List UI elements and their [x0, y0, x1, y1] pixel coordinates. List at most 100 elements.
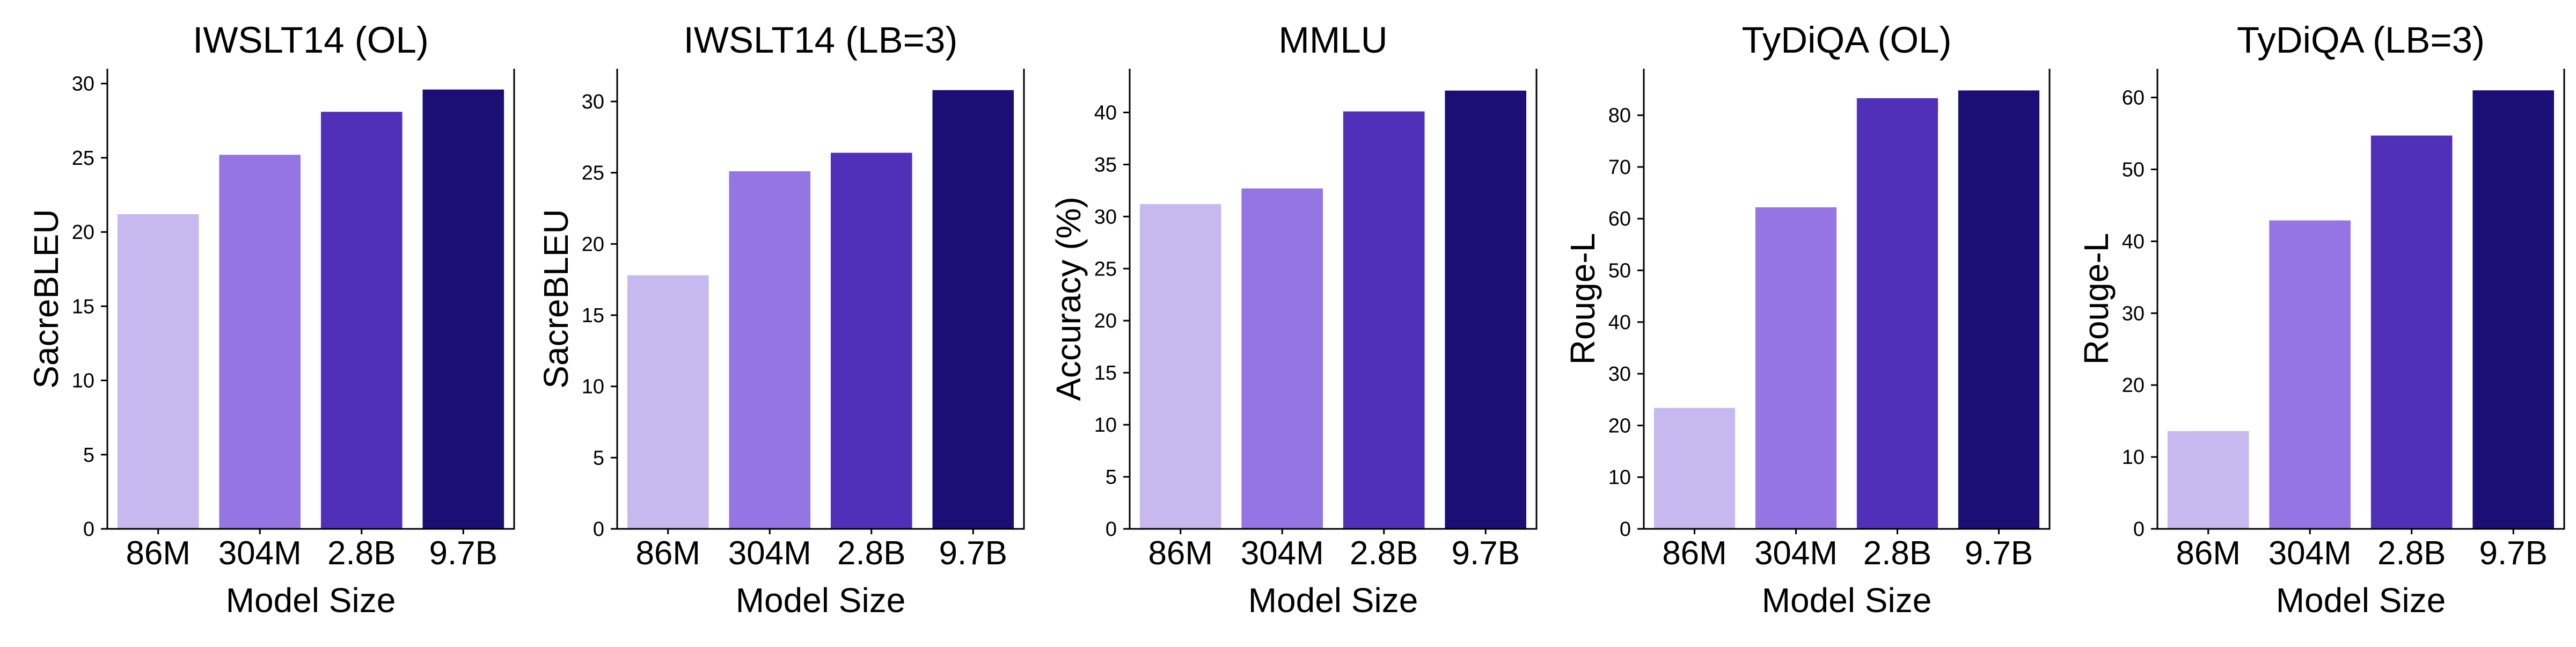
y-tick-label: 50: [2122, 158, 2145, 181]
subplot-2: IWSLT14 (LB=3) 86M 304M 2.8B 9.7B 0 5 10 15 20 25 3…: [537, 19, 1025, 620]
x-tick-label: 304M: [218, 535, 302, 572]
bar-86M: [1139, 204, 1221, 529]
x-axis-label: Model Size: [1762, 581, 1932, 620]
x-tick-label: 86M: [126, 535, 191, 572]
bar-2.8B: [1856, 98, 1938, 529]
x-axis-label: Model Size: [226, 581, 396, 620]
y-tick-label: 20: [72, 221, 94, 244]
x-tick-label: 2.8B: [837, 535, 906, 572]
y-tick-label: 10: [1608, 467, 1631, 489]
chart-title: TyDiQA (LB=3): [2237, 19, 2485, 61]
bar-9.7B: [932, 90, 1014, 529]
subplot-3: MMLU 86M 304M 2.8B 9.7B 0 5 10 15 20 25 30 35 40 Model…: [1049, 19, 1538, 620]
x-tick-label: 2.8B: [2377, 535, 2446, 572]
x-tick-label: 2.8B: [327, 535, 396, 572]
y-tick-label: 30: [1608, 363, 1631, 386]
x-tick-label: 2.8B: [1863, 535, 1932, 572]
bar-86M: [2167, 431, 2249, 529]
x-tick-label: 304M: [728, 535, 811, 572]
bar-304M: [219, 155, 301, 529]
y-tick-label: 10: [1094, 414, 1117, 437]
bar-304M: [1241, 188, 1323, 529]
bar-9.7B: [2472, 90, 2554, 529]
y-tick-label: 25: [1094, 258, 1117, 280]
chart-title: IWSLT14 (OL): [193, 19, 429, 61]
y-tick-label: 20: [582, 233, 604, 256]
y-tick-label: 25: [582, 162, 604, 185]
bar-2.8B: [2370, 135, 2453, 529]
y-axis-label: Accuracy (%): [1049, 197, 1088, 401]
subplot-5: TyDiQA (LB=3) 86M 304M 2.8B 9.7B 0 10 20 30 40 50 6…: [2077, 19, 2565, 620]
bar-304M: [1755, 207, 1837, 529]
y-tick-label: 30: [72, 73, 94, 96]
x-tick-label: 9.7B: [1965, 535, 2033, 572]
bar-304M: [729, 171, 811, 529]
x-tick-label: 86M: [635, 535, 700, 572]
y-tick-label: 30: [582, 91, 604, 113]
y-tick-label: 60: [1608, 208, 1631, 230]
y-tick-label: 15: [72, 295, 94, 318]
bar-9.7B: [422, 89, 504, 529]
y-tick-label: 40: [1094, 101, 1117, 124]
y-axis-label: SacreBLEU: [537, 209, 575, 388]
y-tick-label: 40: [2122, 230, 2145, 253]
y-tick-label: 20: [1608, 415, 1631, 437]
y-tick-label: 0: [2133, 518, 2145, 541]
x-tick-label: 9.7B: [2479, 535, 2548, 572]
y-tick-label: 25: [72, 147, 94, 170]
y-axis-label: Rouge-L: [1563, 233, 1602, 365]
bar-2.8B: [1343, 111, 1425, 529]
bar-9.7B: [1445, 90, 1526, 529]
chart-title: MMLU: [1278, 19, 1387, 61]
x-tick-label: 304M: [1241, 535, 1324, 572]
subplot-4: TyDiQA (OL) 86M 304M 2.8B 9.7B 0 10 20 30 40 50 60 7…: [1563, 19, 2051, 620]
x-tick-label: 86M: [1148, 535, 1213, 572]
y-tick-label: 30: [1094, 206, 1117, 228]
y-tick-label: 60: [2122, 87, 2145, 110]
chart-title: IWSLT14 (LB=3): [684, 19, 958, 61]
y-tick-label: 20: [2122, 374, 2145, 397]
y-tick-label: 0: [1106, 518, 1117, 541]
x-axis-label: Model Size: [736, 581, 906, 620]
x-tick-label: 304M: [2268, 535, 2352, 572]
y-tick-label: 0: [1620, 518, 1631, 541]
x-axis-label: Model Size: [2276, 581, 2446, 620]
y-tick-label: 5: [83, 444, 94, 467]
y-tick-label: 10: [72, 370, 94, 392]
y-tick-label: 5: [593, 447, 604, 469]
x-tick-label: 9.7B: [1451, 535, 1520, 572]
y-tick-label: 30: [2122, 302, 2145, 325]
x-tick-label: 304M: [1754, 535, 1838, 572]
y-tick-label: 80: [1608, 105, 1631, 127]
y-tick-label: 5: [1106, 466, 1117, 489]
x-tick-label: 2.8B: [1350, 535, 1418, 572]
bar-86M: [117, 214, 199, 529]
y-axis-label: SacreBLEU: [27, 209, 65, 388]
x-axis-label: Model Size: [1248, 581, 1418, 620]
subplot-1: IWSLT14 (OL) 86M 304M 2.8B 9.7B 0 5 10 15 20 25 30 M…: [27, 19, 515, 620]
y-tick-label: 15: [582, 304, 604, 327]
y-tick-label: 10: [582, 376, 604, 398]
bar-2.8B: [831, 152, 912, 529]
x-tick-label: 86M: [1662, 535, 1727, 572]
chart-title: TyDiQA (OL): [1741, 19, 1951, 61]
y-tick-label: 10: [2122, 446, 2145, 469]
y-tick-label: 15: [1094, 362, 1117, 384]
y-tick-label: 0: [593, 518, 604, 541]
y-axis-label: Rouge-L: [2077, 233, 2116, 365]
x-tick-label: 86M: [2176, 535, 2241, 572]
bar-86M: [1653, 408, 1736, 529]
bar-86M: [627, 275, 709, 529]
bar-2.8B: [321, 112, 402, 529]
y-tick-label: 35: [1094, 154, 1117, 176]
bar-304M: [2269, 220, 2351, 529]
y-tick-label: 20: [1094, 310, 1117, 332]
y-tick-label: 0: [83, 518, 94, 541]
y-tick-label: 70: [1608, 156, 1631, 179]
y-tick-label: 50: [1608, 260, 1631, 282]
x-tick-label: 9.7B: [429, 535, 497, 572]
bar-9.7B: [1958, 90, 2040, 529]
x-tick-label: 9.7B: [939, 535, 1007, 572]
